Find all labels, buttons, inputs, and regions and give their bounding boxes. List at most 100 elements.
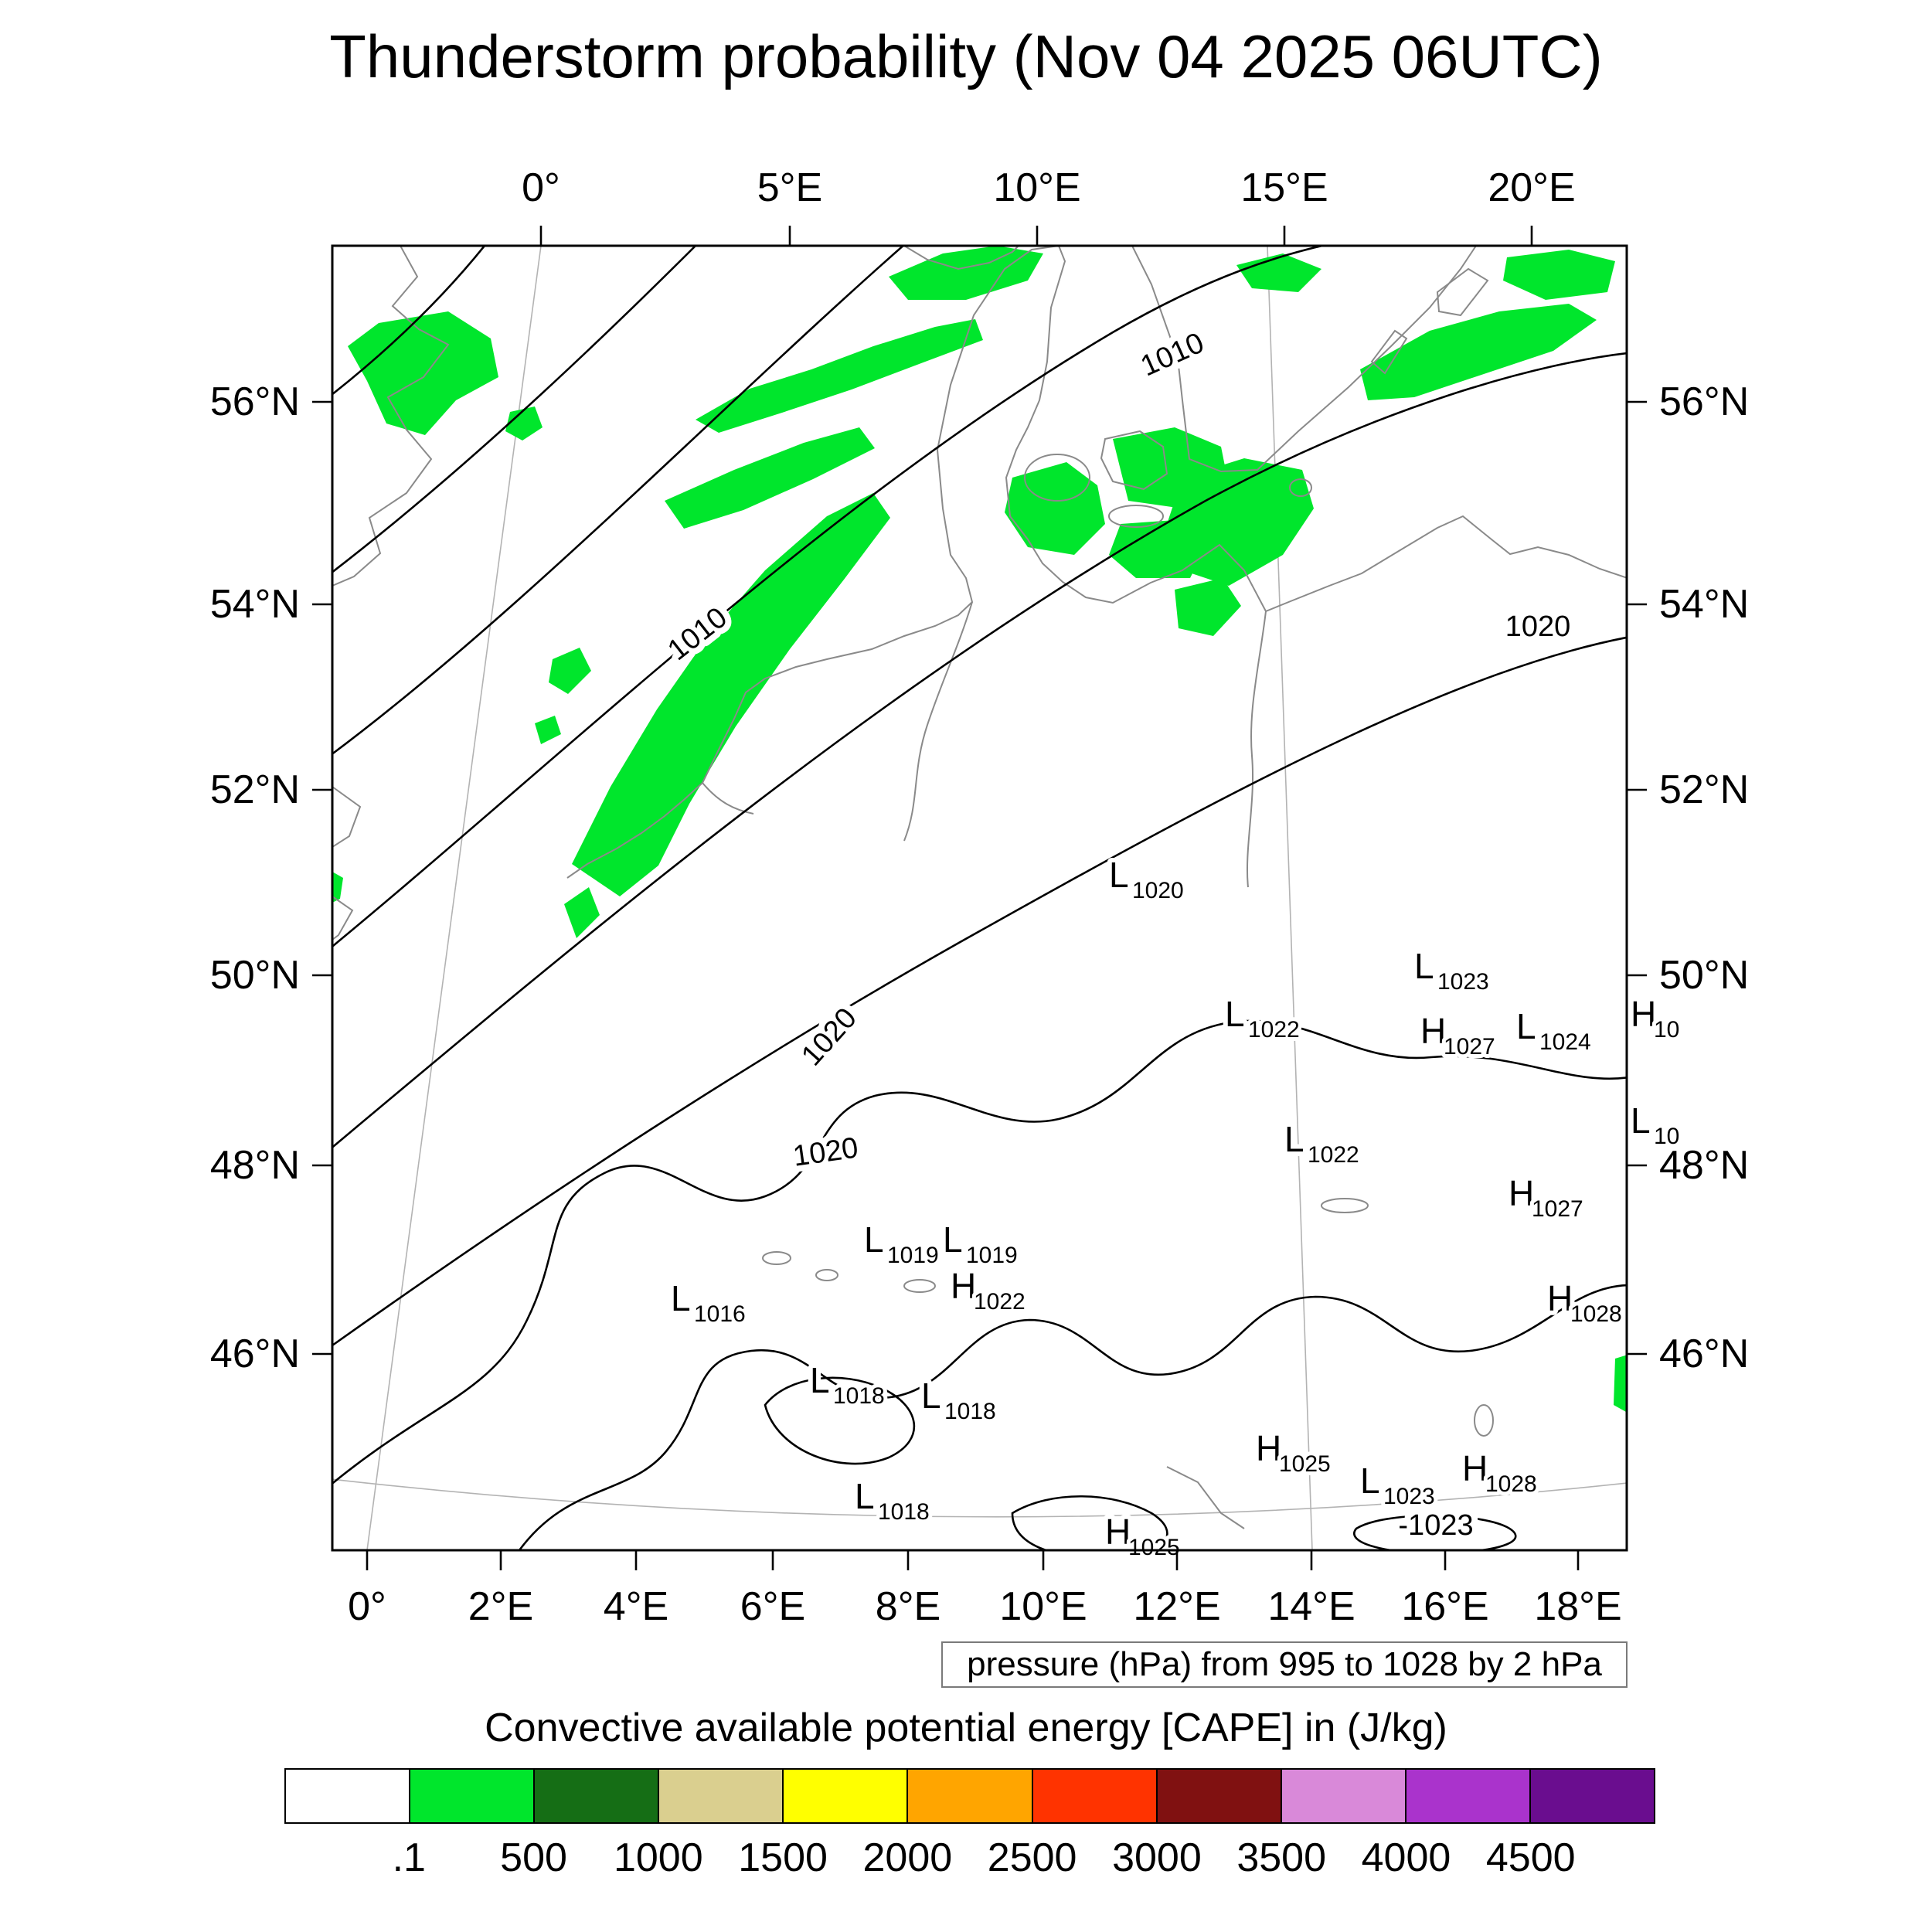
pressure-center-h: H10 (1626, 989, 1683, 1046)
pressure-center-value: 1025 (1128, 1535, 1180, 1560)
pressure-center-l: L 10 (1626, 1096, 1683, 1153)
cape-region (889, 246, 1043, 300)
axis-label-bottom: 0° (348, 1584, 386, 1629)
coastline-norway (903, 246, 1019, 270)
pressure-center-letter: H (1509, 1173, 1534, 1213)
pressure-center-value: 1023 (1437, 969, 1489, 995)
isobar (332, 246, 486, 396)
pressure-center-letter: L (1284, 1119, 1304, 1159)
contour-label: -1023 (1398, 1509, 1473, 1542)
isobar (518, 1284, 1627, 1550)
map-border (331, 244, 1628, 1552)
colorbar-tick-label: 3000 (1112, 1835, 1202, 1880)
colorbar-cell (535, 1770, 660, 1822)
axis-label-right: 56°N (1659, 379, 1749, 424)
pressure-center-l: L 1019 (938, 1215, 1022, 1272)
cape-region (1236, 253, 1321, 292)
island-gotland (1436, 267, 1489, 317)
axis-label-bottom: 14°E (1267, 1584, 1355, 1629)
pressure-center-l: L 1023 (1355, 1456, 1439, 1513)
axis-label-right: 52°N (1659, 767, 1749, 812)
colorbar (284, 1768, 1655, 1824)
coastline-continent (566, 246, 1627, 879)
colorbar-cell (908, 1770, 1033, 1822)
pressure-center-letter: L (810, 1360, 830, 1400)
axis-label-left: 46°N (210, 1332, 300, 1376)
island-zealand (1100, 430, 1168, 491)
pressure-center-l: L 1019 (859, 1215, 943, 1272)
pressure-center-letter: H (1547, 1278, 1573, 1318)
isobar-closed (764, 1376, 916, 1465)
axis-label-bottom: 18°E (1534, 1584, 1621, 1629)
pressure-center-letter: H (1631, 994, 1656, 1034)
axis-label-bottom: 8°E (876, 1584, 940, 1629)
axis-label-left: 54°N (210, 582, 300, 627)
pressure-center-value: 10 (1654, 1017, 1679, 1043)
isobar (332, 246, 905, 756)
pressure-center-value: 10 (1654, 1124, 1679, 1149)
pressure-center-letter: L (1516, 1006, 1536, 1046)
pressure-center-value: 1016 (694, 1301, 746, 1327)
pressure-center-value: 1025 (1279, 1451, 1331, 1477)
pressure-center-l: L 1016 (666, 1274, 750, 1331)
cape-region (1360, 304, 1597, 400)
cape-region (535, 716, 561, 744)
pressure-center-value: 1028 (1485, 1471, 1537, 1497)
cape-region (1503, 250, 1615, 300)
pressure-center-value: 1019 (966, 1243, 1018, 1268)
cape-region (332, 872, 343, 903)
cape-region (1167, 458, 1314, 586)
axis-label-top: 10°E (993, 165, 1080, 210)
pressure-center-letter: H (1256, 1428, 1281, 1468)
isobar-closed (1353, 1514, 1517, 1550)
pressure-center-l: L 1022 (1220, 989, 1304, 1046)
pressure-center-value: 1022 (974, 1289, 1026, 1315)
contour-label: 1020 (1505, 611, 1571, 643)
isobar (332, 246, 697, 573)
pressure-center-letter: H (1462, 1448, 1488, 1488)
axis-label-left: 50°N (210, 953, 300, 998)
isobar-1020 (332, 636, 1627, 1347)
lake (762, 1251, 791, 1265)
lake (815, 1269, 838, 1281)
cape-region (572, 493, 890, 896)
colorbar-tick-label: 1500 (738, 1835, 828, 1880)
pressure-center-letter: L (671, 1278, 691, 1318)
coastline (332, 786, 362, 848)
colorbar-cell (1157, 1770, 1282, 1822)
pressure-note-text: pressure (hPa) from 995 to 1028 by 2 hPa (967, 1645, 1602, 1683)
pressure-center-value: 1022 (1308, 1142, 1359, 1168)
colorbar-tick-label: 500 (500, 1835, 567, 1880)
colorbar-tick-label: 2500 (987, 1835, 1077, 1880)
coastline (332, 896, 354, 940)
river (702, 782, 754, 815)
cape-region (564, 887, 600, 938)
axis-label-bottom: 16°E (1401, 1584, 1488, 1629)
isobar (332, 352, 1627, 1149)
pressure-center-letter: L (1360, 1461, 1380, 1501)
pressure-center-value: 1020 (1132, 878, 1184, 903)
axis-label-left: 56°N (210, 379, 300, 424)
colorbar-tick-labels: .1 500 1000 1500 2000 2500 3000 3500 4000 4500 (284, 1835, 1655, 1884)
cape-green-regions (332, 246, 1627, 1413)
axis-label-left: 52°N (210, 767, 300, 812)
colorbar-tick-label: 2000 (862, 1835, 953, 1880)
pressure-center-value: 1027 (1532, 1196, 1583, 1222)
pressure-center-value: 1027 (1444, 1034, 1495, 1060)
colorbar-title: Convective available potential energy [C… (485, 1706, 1447, 1750)
axis-label-top: 20°E (1488, 165, 1575, 210)
pressure-center-l: L 1024 (1512, 1002, 1595, 1059)
pressure-center-letter: L (1225, 994, 1245, 1034)
pressure-note-box: pressure (hPa) from 995 to 1028 by 2 hPa (941, 1641, 1628, 1688)
pressure-center-l: L 1023 (1410, 941, 1493, 998)
pressure-center-letter: L (943, 1219, 963, 1260)
graticule-lines (332, 246, 1627, 1550)
coastline-sweden (1131, 246, 1477, 473)
pressure-center-letter: H (1105, 1512, 1131, 1552)
